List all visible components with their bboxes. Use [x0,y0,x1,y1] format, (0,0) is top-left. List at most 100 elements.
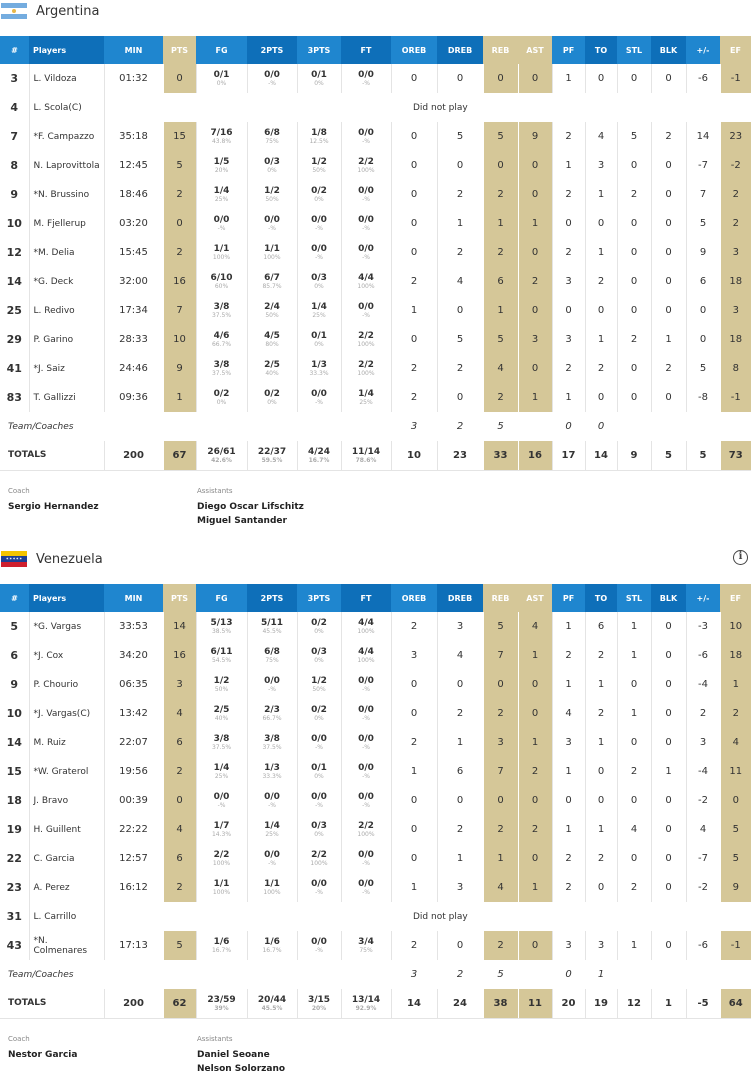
player-row[interactable]: 31 L. Carrillo Did not play [0,902,751,931]
cell-to: 2 [584,699,617,728]
player-row[interactable]: 12 *M. Delia 15:45 2 1/1 100% 1/1 100% 0/0 -% 0/0-… [0,238,751,267]
column-header[interactable]: FT [341,584,391,612]
column-header[interactable]: FG [196,584,247,612]
column-header[interactable]: AST [518,36,552,64]
column-header[interactable]: PTS [163,584,196,612]
player-name[interactable]: *J. Cox [28,641,104,670]
player-row[interactable]: 7 *F. Campazzo 35:18 15 7/16 43.8% 6/8 75% 1/8 12… [0,122,751,151]
player-name[interactable]: P. Garino [28,325,104,354]
column-header[interactable]: PTS [163,36,196,64]
player-row[interactable]: 43 *N. Colmenares 17:13 5 1/6 16.7% 1/6 16.7% 0/… [0,931,751,960]
cell-pts: 6 [162,844,196,873]
player-row[interactable]: 41 *J. Saiz 24:46 9 3/8 37.5% 2/5 40% 1/3 33.3% 2/… [0,354,751,383]
cell-ef: -1 [719,931,751,960]
column-header[interactable]: 3PTS [297,584,341,612]
player-name[interactable]: *G. Vargas [28,612,104,641]
player-row[interactable]: 19 H. Guillent 22:22 4 1/7 14.3% 1/4 25% 0/3 0% 2/… [0,815,751,844]
player-row[interactable]: 3 L. Vildoza 01:32 0 0/1 0% 0/0 -% 0/1 0% 0/0 -% 0 0 0… [0,64,751,93]
cell-blk: 0 [650,64,686,93]
player-name[interactable]: A. Perez [28,873,104,902]
column-header[interactable]: STL [617,36,651,64]
column-header[interactable]: 3PTS [297,36,341,64]
column-header[interactable]: TO [585,584,617,612]
player-row[interactable]: 6 *J. Cox 34:20 16 6/11 54.5% 6/8 75% 0/3 0% 4/4 10… [0,641,751,670]
cell-reb: 1 [482,844,518,873]
cell-ast: 0 [517,699,552,728]
player-name[interactable]: H. Guillent [28,815,104,844]
column-header[interactable]: EF [720,36,751,64]
player-name[interactable]: *J. Saiz [28,354,104,383]
column-header[interactable]: TO [585,36,617,64]
player-name[interactable]: L. Carrillo [28,902,104,931]
cell-dreb: 0 [436,670,483,699]
player-row[interactable]: 14 M. Ruiz 22:07 6 3/8 37.5% 3/8 37.5% 0/0 -% 0/0-… [0,728,751,757]
player-name[interactable]: J. Bravo [28,786,104,815]
player-row[interactable]: 9 *N. Brussino 18:46 2 1/4 25% 1/2 50% 0/2 0% 0/0-… [0,180,751,209]
column-header[interactable]: REB [483,584,518,612]
player-name[interactable]: L. Vildoza [28,64,104,93]
player-name[interactable]: M. Ruiz [28,728,104,757]
column-header[interactable]: FT [341,36,391,64]
column-header[interactable]: AST [518,584,552,612]
column-header[interactable]: OREB [391,36,437,64]
player-name[interactable]: N. Laprovittola [28,151,104,180]
player-name[interactable]: *G. Deck [28,267,104,296]
info-icon[interactable]: i [733,550,748,565]
player-name[interactable]: *F. Campazzo [28,122,104,151]
cell-to: 1 [584,180,617,209]
player-row[interactable]: 23 A. Perez 16:12 2 1/1 100% 1/1 100% 0/0 -% 0/0 -%… [0,873,751,902]
column-header[interactable]: 2PTS [247,36,297,64]
column-header[interactable]: +/- [686,584,720,612]
player-name[interactable]: C. Garcia [28,844,104,873]
player-row[interactable]: 4 L. Scola(C) Did not play [0,93,751,122]
player-name[interactable]: M. Fjellerup [28,209,104,238]
column-header[interactable]: MIN [104,584,163,612]
column-header[interactable]: EF [720,584,751,612]
column-header[interactable]: MIN [104,36,163,64]
column-header[interactable]: # [0,584,29,612]
shots-percentage: 59.5% [261,456,283,464]
player-name[interactable]: L. Scola(C) [28,93,104,122]
column-header[interactable]: STL [617,584,651,612]
shots-percentage: 100% [263,254,281,261]
player-row[interactable]: 25 L. Redivo 17:34 7 3/8 37.5% 2/4 50% 1/4 25% 0/0… [0,296,751,325]
player-row[interactable]: 10 M. Fjellerup 03:20 0 0/0 -% 0/0 -% 0/0 -% 0/0 -%… [0,209,751,238]
player-name[interactable]: *N. Colmenares [28,931,104,960]
shots-made-attempted: 2/3 [264,705,280,715]
column-header[interactable]: DREB [437,584,483,612]
player-row[interactable]: 22 C. Garcia 12:57 6 2/2 100% 0/0 -% 2/2 100% 0/0-… [0,844,751,873]
player-row[interactable]: 18 J. Bravo 00:39 0 0/0 -% 0/0 -% 0/0 -% 0/0 -% 0 0 0 0… [0,786,751,815]
column-header[interactable]: REB [483,36,518,64]
player-name[interactable]: L. Redivo [28,296,104,325]
cell-ast: 16 [517,441,552,471]
column-header[interactable]: PF [552,36,585,64]
player-name[interactable]: *J. Vargas(C) [28,699,104,728]
column-header[interactable]: # [0,36,29,64]
shots-percentage: 100% [212,860,231,867]
player-row[interactable]: 10 *J. Vargas(C) 13:42 4 2/5 40% 2/3 66.7% 0/2 0%… [0,699,751,728]
column-header[interactable]: 2PTS [247,584,297,612]
column-header[interactable]: BLK [651,584,686,612]
column-header[interactable]: DREB [437,36,483,64]
column-header[interactable]: BLK [651,36,686,64]
column-header[interactable]: Players [29,584,104,612]
player-row[interactable]: 5 *G. Vargas 33:53 14 5/13 38.5% 5/11 45.5% 0/2 0… [0,612,751,641]
player-row[interactable]: 8 N. Laprovittola 12:45 5 1/5 20% 0/3 0% 1/2 50% 2… [0,151,751,180]
player-name[interactable]: *N. Brussino [28,180,104,209]
player-row[interactable]: 14 *G. Deck 32:00 16 6/10 60% 6/7 85.7% 0/3 0% 4/4… [0,267,751,296]
player-name[interactable]: T. Gallizzi [28,383,104,412]
column-header[interactable]: FG [196,36,247,64]
player-row[interactable]: 9 P. Chourio 06:35 3 1/2 50% 0/0 -% 1/2 50% 0/0 -% 0… [0,670,751,699]
column-header[interactable]: OREB [391,584,437,612]
player-row[interactable]: 15 *W. Graterol 19:56 2 1/4 25% 1/3 33.3% 0/1 0% 0… [0,757,751,786]
player-name[interactable]: *M. Delia [28,238,104,267]
player-name[interactable]: *W. Graterol [28,757,104,786]
player-row[interactable]: 83 T. Gallizzi 09:36 1 0/2 0% 0/2 0% 0/0 -% 1/4 25%… [0,383,751,412]
cell-pts: 2 [162,180,196,209]
player-row[interactable]: 29 P. Garino 28:33 10 4/6 66.7% 4/5 80% 0/1 0% 2/2… [0,325,751,354]
column-header[interactable]: Players [29,36,104,64]
column-header[interactable]: +/- [686,36,720,64]
column-header[interactable]: PF [552,584,585,612]
player-name[interactable]: P. Chourio [28,670,104,699]
cell-stl: 1 [616,699,651,728]
